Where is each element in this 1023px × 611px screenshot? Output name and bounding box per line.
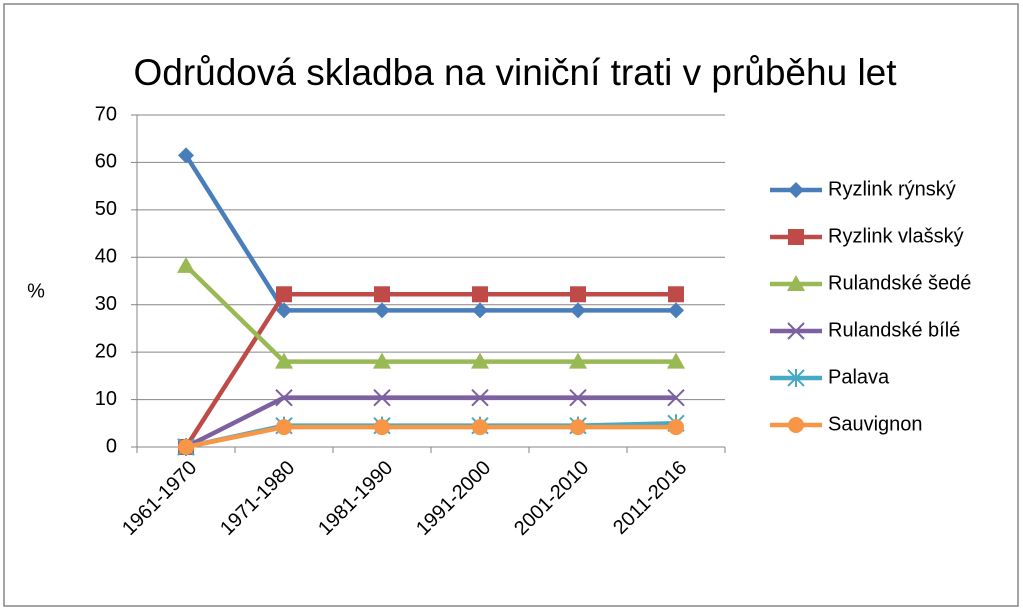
marker [570, 302, 586, 319]
marker [668, 286, 684, 303]
marker [471, 388, 489, 407]
marker [570, 286, 586, 303]
series-line [184, 264, 676, 364]
legend-marker [788, 417, 804, 433]
legend-label: Rulandské bílé [828, 319, 960, 341]
legend-marker [788, 229, 804, 245]
marker [570, 419, 586, 436]
legend-label: Rulandské šedé [828, 272, 971, 294]
marker [668, 302, 684, 319]
legend-marker [787, 369, 805, 387]
marker [275, 352, 293, 369]
series-line [184, 395, 676, 450]
marker [276, 419, 292, 436]
marker [178, 439, 194, 455]
marker [275, 388, 293, 407]
legend-label: Ryzlink vlašský [828, 225, 964, 247]
marker [471, 352, 489, 369]
marker [373, 352, 391, 369]
y-tick-label: 40 [95, 246, 117, 268]
legend-label: Ryzlink rýnský [828, 178, 956, 200]
marker [276, 302, 292, 319]
y-tick-label: 50 [95, 198, 117, 220]
legend-marker [788, 182, 804, 198]
legend-marker [787, 275, 805, 291]
chart-title: Odrůdová skladba na viniční trati v průb… [133, 52, 897, 93]
marker [668, 419, 684, 436]
marker [374, 419, 390, 436]
y-tick-label: 70 [95, 103, 117, 125]
y-tick-label: 0 [106, 435, 117, 457]
series-line [185, 424, 676, 450]
marker [373, 388, 391, 407]
marker [569, 352, 587, 369]
marker [472, 302, 488, 319]
legend-label: Palava [828, 366, 890, 388]
y-axis-label: % [27, 280, 45, 302]
marker [178, 147, 194, 164]
legend-marker [787, 322, 805, 340]
y-tick-label: 30 [95, 293, 117, 315]
marker [667, 352, 685, 369]
y-tick-label: 10 [95, 388, 117, 410]
y-tick-label: 60 [95, 151, 117, 173]
marker [374, 302, 390, 319]
marker [276, 286, 292, 303]
marker [472, 286, 488, 303]
marker [472, 419, 488, 436]
series-line [184, 292, 676, 449]
series-line [184, 154, 676, 313]
legend-label: Sauvignon [828, 413, 923, 435]
marker [569, 388, 587, 407]
y-tick-label: 20 [95, 340, 117, 362]
marker [374, 286, 390, 303]
marker [667, 388, 685, 407]
marker [177, 256, 195, 273]
